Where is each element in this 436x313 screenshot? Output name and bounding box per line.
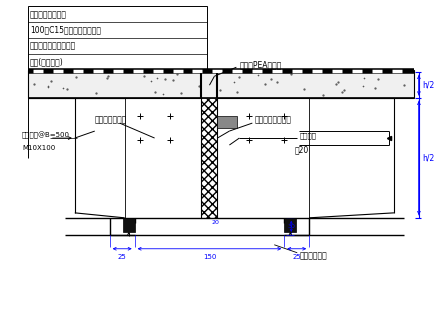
Bar: [218, 98, 309, 218]
Text: 30: 30: [287, 224, 295, 229]
Text: 螺母螺栓@B=500: 螺母螺栓@B=500: [22, 131, 70, 139]
Text: M10X100: M10X100: [22, 145, 55, 151]
Text: 橡皮垫板: 橡皮垫板: [299, 133, 316, 139]
Text: 素十分压平层找坡: 素十分压平层找坡: [30, 10, 67, 19]
Text: 100厚C15细石混凝土保护层: 100厚C15细石混凝土保护层: [30, 26, 101, 35]
Bar: [123, 218, 135, 232]
Text: 外贴式PEA止水带: 外贴式PEA止水带: [239, 61, 282, 70]
Bar: [201, 98, 218, 218]
Bar: [218, 116, 237, 128]
Text: 25: 25: [118, 254, 126, 260]
Bar: [28, 6, 208, 70]
Bar: [284, 218, 296, 232]
Text: h/2: h/2: [422, 81, 434, 90]
Text: 150: 150: [203, 254, 216, 260]
Text: 聚丙乙烯泡沫板: 聚丙乙烯泡沫板: [95, 115, 127, 125]
Text: 入慢凹嵌水槽: 入慢凹嵌水槽: [299, 251, 327, 260]
Text: 厚20: 厚20: [294, 146, 309, 155]
Text: 25: 25: [293, 254, 301, 260]
Text: 十布两涂氯丁防水涂料: 十布两涂氯丁防水涂料: [30, 42, 76, 51]
Text: 中置式橡胶止水带: 中置式橡胶止水带: [254, 115, 291, 125]
Text: 20: 20: [211, 220, 219, 225]
Bar: [125, 98, 201, 218]
Bar: [28, 70, 414, 98]
Text: h/2: h/2: [422, 153, 434, 162]
Text: 底板(顶板处理): 底板(顶板处理): [30, 58, 64, 67]
